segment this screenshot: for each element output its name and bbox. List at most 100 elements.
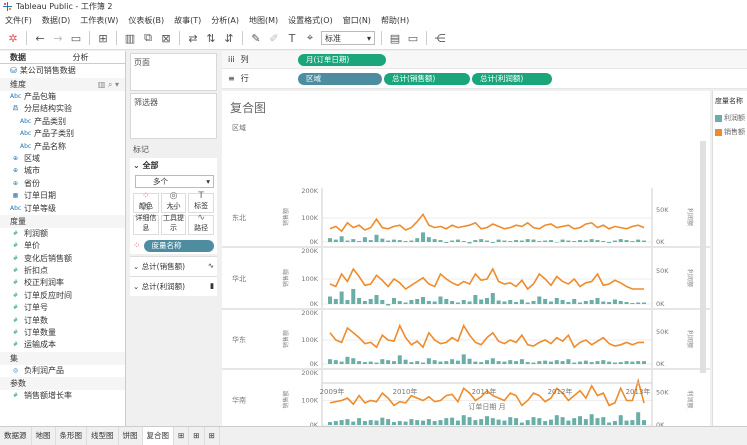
tableau-home-icon[interactable]: ✲	[8, 31, 18, 45]
pill-sum-sales[interactable]: 总计(销售额)	[384, 72, 470, 85]
region-label: 华南	[232, 396, 246, 405]
dimension-field[interactable]: Abc 订单等级	[0, 203, 125, 215]
new-dashboard-icon[interactable]: ⊞	[189, 426, 205, 445]
label-button[interactable]: T 标签	[188, 191, 214, 213]
new-sheet-icon[interactable]: ⊞	[174, 426, 190, 445]
menu-item-9[interactable]: 帮助(H)	[380, 15, 410, 25]
datasource-item[interactable]: ⛁ 某公司销售数据	[0, 64, 125, 78]
dimension-field[interactable]: Abc 产品子类别	[0, 128, 125, 140]
new-story-icon[interactable]: ⊞	[205, 426, 220, 445]
marks-all-header[interactable]: ⌄ 全部	[130, 158, 217, 173]
bar-icon: ▮	[209, 281, 214, 290]
dimension-field[interactable]: 品分层结构实验	[0, 103, 125, 115]
sheet-tab[interactable]: 地图	[32, 426, 56, 445]
sheet-tab[interactable]: 条形图	[56, 426, 87, 445]
menu-item-5[interactable]: 分析(A)	[211, 15, 239, 25]
tab-data[interactable]: 数据	[10, 53, 26, 62]
profit-bar	[554, 242, 559, 243]
profit-bar	[607, 302, 612, 304]
profit-bar	[415, 420, 420, 425]
sheet-tab[interactable]: 线型图	[87, 426, 119, 445]
profit-bar	[374, 420, 379, 425]
forward-icon[interactable]: →	[53, 31, 63, 45]
menu-item-7[interactable]: 设置格式(O)	[288, 15, 333, 25]
detail-icon: ⁂	[141, 203, 151, 213]
sets-field[interactable]: ◎ 负利润产品	[0, 365, 125, 377]
sort-desc-icon[interactable]: ⇵	[224, 31, 234, 45]
pages-card[interactable]: 页面	[130, 53, 217, 91]
pin-icon[interactable]: ⌖	[306, 31, 314, 44]
menu-item-1[interactable]: 数据(D)	[41, 15, 71, 25]
params-field[interactable]: # 销售额增长率	[0, 390, 125, 402]
share-icon[interactable]: ⋲	[434, 31, 446, 45]
tab-analytics[interactable]: 分析	[72, 53, 89, 62]
sheet-tab[interactable]: 饼图	[119, 426, 143, 445]
swap-icon[interactable]: ⇄	[188, 31, 198, 45]
back-icon[interactable]: ←	[35, 31, 45, 45]
dimension-field[interactable]: ▦ 订单日期	[0, 190, 125, 202]
size-button[interactable]: ◎ 大小	[160, 191, 187, 213]
highlight-icon[interactable]: ✎	[251, 31, 261, 45]
tooltip-button[interactable]: ▭ 工具提示	[160, 203, 187, 235]
dimension-field[interactable]: Abc 产品包箱	[0, 91, 125, 103]
menu-item-8[interactable]: 窗口(N)	[342, 15, 371, 25]
measures-field[interactable]: # 校正利润率	[0, 277, 125, 289]
field-type-icon: Abc	[20, 130, 32, 138]
measure-names-pill[interactable]: 度量名称	[143, 240, 214, 252]
color-button[interactable]: ⁘ 颜色	[133, 191, 159, 213]
profit-bar	[444, 361, 449, 364]
profit-bar	[578, 416, 583, 425]
sort-asc-icon[interactable]: ⇅	[206, 31, 216, 45]
measures-field[interactable]: # 单价	[0, 240, 125, 252]
tab-datasource[interactable]: 数据源	[0, 426, 32, 445]
new-datasource-icon[interactable]: ⊞	[98, 31, 108, 45]
menu-item-4[interactable]: 故事(T)	[174, 15, 202, 25]
dimension-field[interactable]: ⊕ 省份	[0, 178, 125, 190]
profit-bar	[421, 420, 426, 425]
pill-region[interactable]: 区域	[298, 72, 382, 85]
dimension-field[interactable]: ⊕ 城市	[0, 165, 125, 177]
new-worksheet-icon[interactable]: ▥	[124, 31, 136, 45]
clear-sheet-icon[interactable]: ⊠	[161, 31, 171, 45]
measures-field[interactable]: # 订单反应时间	[0, 290, 125, 302]
dimensions-list: Abc 产品包箱品分层结构实验 Abc 产品类别 Abc 产品子类别 Abc 产品名称 ⊕ 区域 ⊕…	[0, 91, 125, 215]
save-icon[interactable]: ▭	[70, 31, 82, 45]
show-cards-icon[interactable]: ▤	[389, 31, 401, 45]
marks-sales-section[interactable]: ⌄ 总计(销售额) ∿	[130, 256, 217, 276]
profit-bar	[612, 299, 617, 304]
fit-select[interactable]: 标准 ▾	[321, 31, 375, 45]
measures-field[interactable]: # 订单数量	[0, 327, 125, 339]
menu-item-2[interactable]: 工作表(W)	[80, 15, 119, 25]
menu-item-3[interactable]: 仪表板(B)	[128, 15, 165, 25]
dimension-field[interactable]: Abc 产品类别	[0, 116, 125, 128]
measures-field[interactable]: # 订单号	[0, 302, 125, 314]
group-icon[interactable]: ✐	[269, 31, 279, 45]
measures-field[interactable]: # 订单数	[0, 315, 125, 327]
dimension-field[interactable]: Abc 产品名称	[0, 141, 125, 153]
mark-type-select[interactable]: 多个 ▾	[135, 175, 214, 188]
label-icon[interactable]: T	[288, 31, 296, 45]
measures-header: 度量	[0, 214, 125, 228]
filters-card[interactable]: 筛选器	[130, 93, 217, 139]
legend-item-profit[interactable]: 利润额	[713, 111, 747, 125]
legend-item-sales[interactable]: 销售额	[713, 125, 747, 139]
pill-sum-profit[interactable]: 总计(利润额)	[472, 72, 552, 85]
menu-item-6[interactable]: 地图(M)	[249, 15, 279, 25]
pill-month-order-date[interactable]: 月(订单日期)	[298, 53, 386, 66]
measures-field[interactable]: # 折扣点	[0, 265, 125, 277]
sheet-tab[interactable]: 复合图	[142, 426, 174, 445]
profit-bar	[339, 236, 344, 242]
detail-button[interactable]: ⁂ 详细信息	[133, 203, 159, 235]
measures-field[interactable]: # 变化后销售额	[0, 253, 125, 265]
menu-item-0[interactable]: 文件(F)	[5, 15, 32, 25]
y2-tick-label: 50K	[656, 388, 669, 396]
path-button[interactable]: ∿ 路径	[188, 213, 214, 235]
marks-profit-section[interactable]: ⌄ 总计(利润额) ▮	[130, 276, 217, 296]
measures-field[interactable]: # 运输成本	[0, 339, 125, 351]
measures-field[interactable]: # 利润额	[0, 228, 125, 240]
presentation-icon[interactable]: ▭	[407, 31, 419, 45]
duplicate-icon[interactable]: ⧉	[144, 31, 152, 44]
profit-bar	[368, 420, 373, 425]
dimension-field[interactable]: ⊕ 区域	[0, 153, 125, 165]
